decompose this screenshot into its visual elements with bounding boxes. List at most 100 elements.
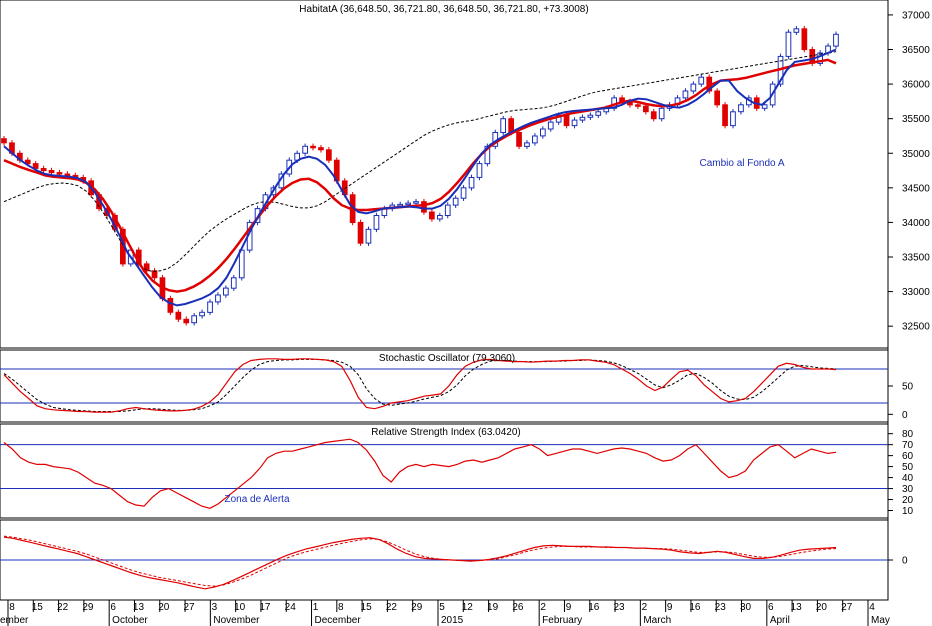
oscillator-series-group [0,535,888,590]
price-panel-title: HabitatA (36,648.50, 36,721.80, 36,648.5… [299,4,588,15]
x-day-label: 13 [133,602,145,613]
x-day-label: 8 [338,602,344,613]
x-day-label: 23 [613,602,625,613]
x-day-label: 27 [183,602,195,613]
candle-up [730,111,736,127]
stochastic-y-tick-label: 50 [902,382,914,393]
x-day-label: 20 [158,602,170,613]
candle-up [698,76,705,85]
candle-up [460,187,467,199]
x-day-label: 3 [212,602,218,613]
rsi-y-tick-label: 20 [902,495,914,506]
price-series-group [1,25,839,326]
ma-blue-line [3,48,837,307]
price-panel-frame [0,0,889,349]
candle-up [817,52,823,64]
x-day-label: 2 [540,602,546,613]
candle-up [540,128,546,137]
candle-up [761,104,768,109]
oscillator-main-line [3,536,837,590]
candle-up [302,145,308,154]
x-month-label: May [871,615,890,626]
candle-down [32,163,39,169]
price-y-tick-label: 36000 [902,80,930,91]
x-month-label: ember [0,615,29,626]
x-day-label: 9 [667,602,673,613]
x-day-label: 23 [715,602,727,613]
x-day-label: 12 [462,602,474,613]
x-day-label: 13 [791,602,803,613]
candle-up [595,111,602,116]
candle-up [682,90,689,99]
stochastic-d-line [3,358,837,412]
x-day-label: 24 [285,602,297,613]
price-y-tick-label: 33500 [902,253,930,264]
candle-up [444,204,451,217]
candle-up [524,142,530,147]
candle-up [207,301,213,313]
candle-up [833,33,839,47]
candle-up [500,118,506,133]
candle-up [579,116,586,121]
x-day-label: 22 [57,602,69,613]
x-day-label: 10 [234,602,246,613]
candle-down [801,28,808,51]
x-day-label: 27 [841,602,853,613]
x-day-label: 29 [411,602,423,613]
oscillator-y-tick-label: 0 [902,556,908,567]
candle-down [310,145,316,149]
rsi-y-tick-label: 60 [902,451,914,462]
candle-down [516,132,522,147]
x-day-label: 8 [9,602,15,613]
oscillator-signal-line [3,535,837,587]
rsi-y-tick-label: 40 [902,473,914,484]
candle-up [690,83,697,92]
x-day-label: 1 [313,602,319,613]
x-day-label: 2 [642,602,648,613]
price-y-tick-label: 34500 [902,183,930,194]
candle-down [563,114,570,127]
candle-down [1,138,7,144]
x-month-label: October [112,615,148,626]
candle-up [238,249,245,279]
candle-down [56,172,63,175]
ma-dashed-line [3,51,837,273]
stochastic-panel-title: Stochastic Oscillator (79.3060) [379,353,515,364]
candle-down [326,149,332,161]
x-month-label: 2015 [441,615,464,626]
rsi-line [3,438,837,509]
candle-up [215,294,221,303]
candle-up [738,104,744,113]
x-day-label: 16 [588,602,600,613]
x-month-label: April [770,615,790,626]
candle-down [167,298,174,313]
candle-down [64,173,71,176]
price-y-tick-label: 35000 [902,149,930,160]
rsi-y-tick-label: 30 [902,484,914,495]
candle-up [191,315,198,324]
rsi-y-tick-label: 10 [902,506,914,517]
candle-down [357,221,364,244]
x-month-label: February [542,615,582,626]
candle-up [223,287,229,296]
x-day-label: 20 [816,602,828,613]
candle-up [413,201,419,204]
candle-down [143,263,150,272]
x-day-label: 15 [361,602,373,613]
x-month-label: November [213,615,260,626]
candle-down [183,318,190,324]
ma-red-line [3,58,837,293]
x-day-label: 16 [689,602,701,613]
candle-down [429,211,435,220]
x-day-label: 30 [740,602,752,613]
x-month-label: March [643,615,671,626]
candle-up [452,197,459,206]
candle-up [199,311,205,317]
candle-down [318,147,324,151]
price-y-tick-label: 36500 [902,45,930,56]
candle-up [230,277,237,289]
x-day-label: 15 [32,602,44,613]
x-day-label: 17 [259,602,271,613]
